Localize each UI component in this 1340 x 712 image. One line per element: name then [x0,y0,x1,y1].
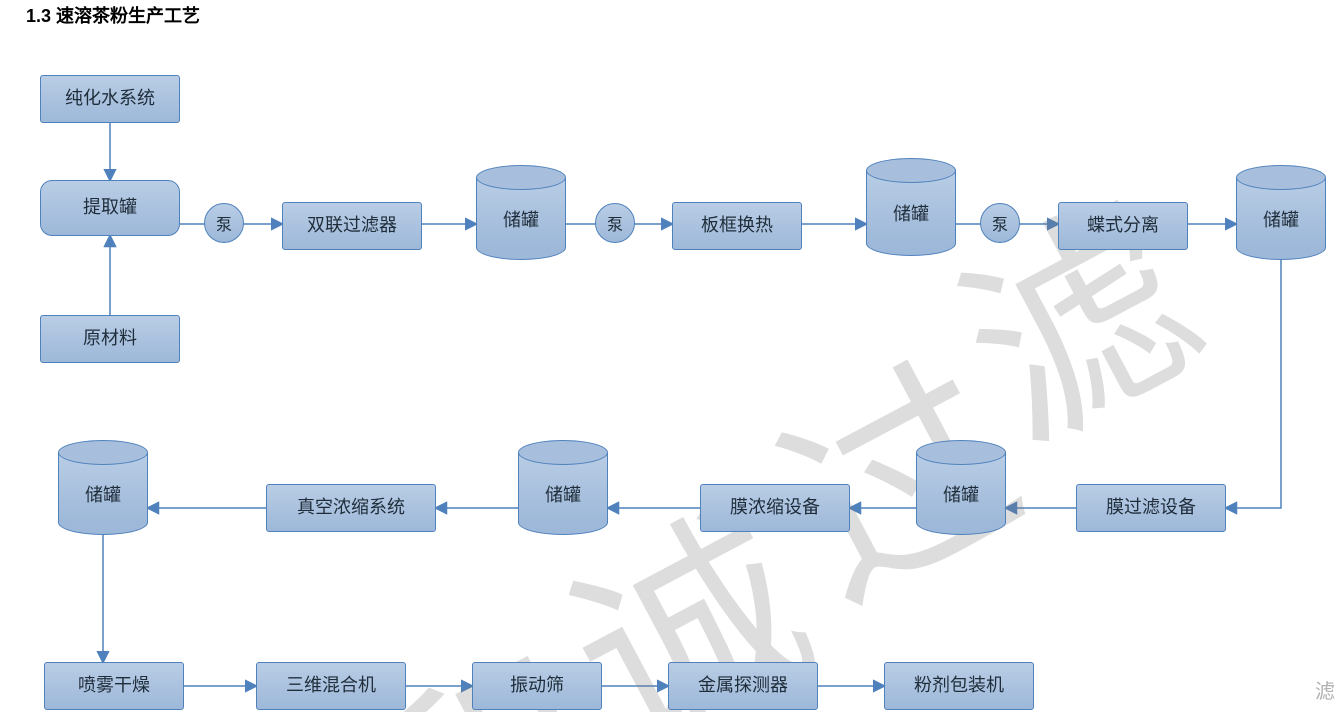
node-label: 储罐 [1236,206,1326,232]
node-n_memconc: 膜浓缩设备 [700,484,850,532]
node-label: 泵 [216,211,232,235]
node-n_raw: 原材料 [40,315,180,363]
node-n_spray: 喷雾干燥 [44,662,184,710]
node-label: 粉剂包装机 [914,676,1004,696]
page-title: 1.3 速溶茶粉生产工艺 [26,2,200,28]
node-cylinder-n_tank3: 储罐 [1236,165,1326,260]
node-cylinder-n_tank1: 储罐 [476,165,566,260]
node-n_metal: 金属探测器 [668,662,818,710]
node-n_pack: 粉剂包装机 [884,662,1034,710]
node-n_3dmix: 三维混合机 [256,662,406,710]
node-n_heat: 板框换热 [672,202,802,250]
node-label: 膜过滤设备 [1106,498,1196,518]
node-label: 金属探测器 [698,676,788,696]
node-label: 原材料 [83,329,137,349]
node-cylinder-n_tank4: 储罐 [916,440,1006,535]
node-label: 振动筛 [510,676,564,696]
node-label: 储罐 [916,481,1006,507]
node-label: 膜浓缩设备 [730,498,820,518]
node-cylinder-n_tank5: 储罐 [518,440,608,535]
node-n_dfilter: 双联过滤器 [282,202,422,250]
node-n_extract: 提取罐 [40,180,180,236]
node-label: 储罐 [518,481,608,507]
node-pump-n_pump3: 泵 [980,203,1020,243]
node-label: 泵 [992,211,1008,235]
node-label: 纯化水系统 [65,89,155,109]
node-label: 双联过滤器 [307,216,397,236]
node-label: 真空浓缩系统 [297,498,405,518]
node-label: 蝶式分离 [1087,216,1159,236]
node-label: 储罐 [476,206,566,232]
node-label: 提取罐 [83,198,137,218]
node-n_sieve: 振动筛 [472,662,602,710]
node-label: 三维混合机 [286,676,376,696]
node-label: 储罐 [866,200,956,226]
node-label: 喷雾干燥 [78,676,150,696]
node-n_memfilt: 膜过滤设备 [1076,484,1226,532]
node-pump-n_pump1: 泵 [204,203,244,243]
node-label: 储罐 [58,481,148,507]
node-cylinder-n_tank6: 储罐 [58,440,148,535]
node-label: 泵 [607,211,623,235]
node-cylinder-n_tank2: 储罐 [866,158,956,256]
node-pump-n_pump2: 泵 [595,203,635,243]
node-label: 板框换热 [701,216,773,236]
node-n_disc: 蝶式分离 [1058,202,1188,250]
node-n_vacuum: 真空浓缩系统 [266,484,436,532]
node-n_water: 纯化水系统 [40,75,180,123]
side-text: 滤 [1315,675,1335,704]
